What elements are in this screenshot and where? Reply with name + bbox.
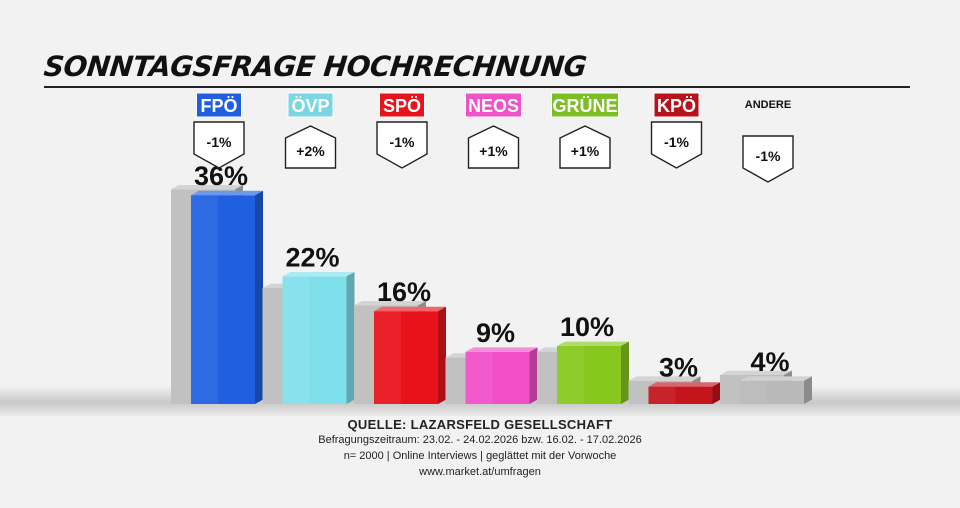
party-label: ANDERE — [745, 99, 791, 111]
title-divider — [44, 86, 910, 88]
bar-highlight — [557, 346, 584, 404]
bar-top — [171, 185, 243, 190]
bar-highlight — [191, 195, 218, 404]
current-bar — [282, 272, 355, 404]
bar-side — [529, 347, 538, 404]
value-label: 4% — [750, 347, 789, 377]
bar-top — [354, 301, 426, 306]
change-indicator — [742, 135, 794, 183]
party-label: KPÖ — [657, 96, 696, 116]
change-indicator — [650, 121, 703, 169]
value-label: 16% — [377, 277, 431, 307]
change-label: +1% — [571, 143, 600, 159]
bar-top — [191, 190, 263, 196]
bar-side — [621, 341, 629, 404]
bar-side — [255, 190, 263, 404]
bar-highlight — [648, 386, 676, 404]
party-label: ÖVP — [291, 96, 329, 116]
bar-highlight — [465, 351, 493, 404]
bar-top — [465, 347, 538, 352]
value-label: 22% — [285, 242, 339, 272]
party-label-box — [465, 92, 522, 118]
party-label: NEOS — [468, 96, 519, 116]
change-label: +1% — [479, 143, 508, 159]
change-indicator — [284, 125, 337, 169]
bar-highlight — [740, 380, 767, 404]
bar-side — [712, 382, 721, 404]
bar-top — [282, 272, 355, 277]
current-bar — [740, 376, 812, 404]
bar-top — [374, 306, 446, 312]
change-label: +2% — [296, 143, 325, 159]
current-bar — [374, 306, 446, 404]
bar-top — [628, 376, 701, 381]
current-bar — [557, 341, 629, 404]
party-label-box — [551, 92, 619, 118]
change-indicator — [467, 125, 520, 169]
current-bar — [191, 190, 263, 404]
source-url: www.market.at/umfragen — [419, 466, 541, 478]
current-bar — [648, 382, 721, 404]
party-label: GRÜNE — [552, 96, 617, 116]
party-label: SPÖ — [383, 96, 421, 116]
change-indicator — [376, 121, 428, 169]
bar-top — [740, 376, 812, 381]
current-bar — [465, 347, 538, 404]
value-label: 9% — [476, 318, 515, 348]
bar-top — [720, 370, 792, 375]
change-indicator — [559, 125, 611, 169]
party-label-box — [287, 92, 334, 118]
bar-top — [557, 341, 629, 346]
value-label: 3% — [659, 353, 698, 383]
change-indicator — [193, 121, 245, 169]
change-label: -1% — [664, 134, 689, 150]
bar-top — [648, 382, 721, 387]
bar-highlight — [374, 311, 401, 404]
bar-side — [438, 306, 446, 404]
party-label-box — [196, 92, 242, 118]
value-label: 10% — [560, 312, 614, 342]
source-title: QUELLE: LAZARSFELD GESELLSCHAFT — [347, 417, 613, 432]
change-label: -1% — [390, 134, 415, 150]
change-label: -1% — [207, 134, 232, 150]
survey-period: Befragungszeitraum: 23.02. - 24.02.2026 … — [318, 434, 642, 446]
sample-info: n= 2000 | Online Interviews | geglättet … — [343, 450, 617, 462]
change-label: -1% — [756, 148, 781, 164]
party-label-box — [379, 92, 425, 118]
bar-side — [804, 376, 812, 404]
party-label-box — [653, 92, 700, 118]
bar-highlight — [282, 276, 310, 404]
bar-side — [346, 272, 355, 404]
party-label: FPÖ — [200, 96, 237, 116]
